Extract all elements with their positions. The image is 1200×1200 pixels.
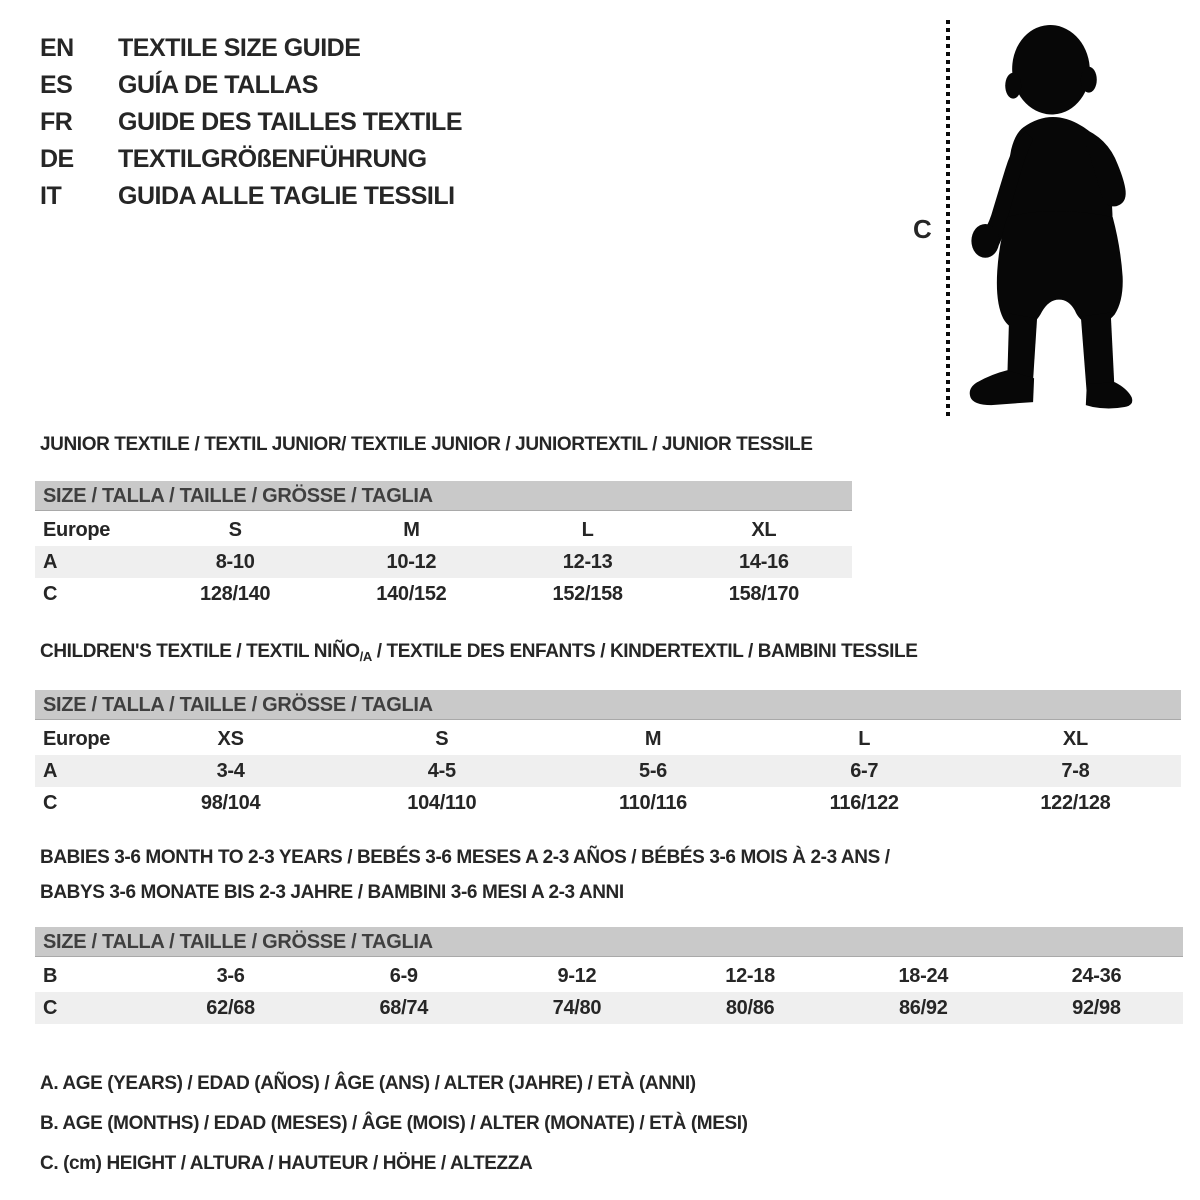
children-size-table: SIZE / TALLA / TAILLE / GRÖSSE / TAGLIA … xyxy=(35,690,1181,819)
children-section-title: CHILDREN'S TEXTILE / TEXTIL NIÑO/A / TEX… xyxy=(40,641,918,664)
size-cell: XS xyxy=(217,727,244,750)
language-row-it: IT GUIDA ALLE TAGLIE TESSILI xyxy=(40,178,462,215)
language-code: IT xyxy=(40,182,62,210)
size-header-bar: SIZE / TALLA / TAILLE / GRÖSSE / TAGLIA xyxy=(35,927,1183,957)
size-cell: M xyxy=(644,727,662,750)
legend-height-cm: C. (cm) HEIGHT / ALTURA / HAUTEUR / HÖHE… xyxy=(40,1153,533,1174)
babies-table-rows: B 3-6 6-9 9-12 12-18 18-24 24-36 C 62/68… xyxy=(35,960,1183,1024)
size-cell: S xyxy=(228,518,242,541)
months-cell: 18-24 xyxy=(898,964,949,987)
height-cell: 128/140 xyxy=(200,582,271,605)
size-header-bar: SIZE / TALLA / TAILLE / GRÖSSE / TAGLIA xyxy=(35,481,852,511)
language-row-es: ES GUÍA DE TALLAS xyxy=(40,67,462,104)
guide-title-it: GUIDA ALLE TAGLIE TESSILI xyxy=(118,182,455,210)
age-cell: 6-7 xyxy=(850,759,879,782)
size-header-bar: SIZE / TALLA / TAILLE / GRÖSSE / TAGLIA xyxy=(35,690,1181,720)
junior-section-title: JUNIOR TEXTILE / TEXTIL JUNIOR/ TEXTILE … xyxy=(40,434,813,455)
babies-size-table: SIZE / TALLA / TAILLE / GRÖSSE / TAGLIA … xyxy=(35,927,1183,1024)
table-row-height: C 62/68 68/74 74/80 80/86 86/92 92/98 xyxy=(35,992,1183,1024)
language-row-en: EN TEXTILE SIZE GUIDE xyxy=(40,30,462,67)
legend-age-months: B. AGE (MONTHS) / EDAD (MESES) / ÂGE (MO… xyxy=(40,1113,748,1134)
guide-title-es: GUÍA DE TALLAS xyxy=(118,71,318,99)
age-cell: 5-6 xyxy=(639,759,668,782)
row-label: A xyxy=(43,550,58,573)
size-cell: M xyxy=(403,518,420,541)
height-cell: 104/110 xyxy=(407,791,477,814)
children-title-main: CHILDREN'S TEXTILE / TEXTIL NIÑO xyxy=(40,641,360,662)
height-cell: 122/128 xyxy=(1040,791,1111,814)
height-dashed-line xyxy=(946,20,950,416)
months-cell: 6-9 xyxy=(389,964,418,987)
height-cell: 110/116 xyxy=(619,791,687,814)
age-cell: 3-4 xyxy=(216,759,245,782)
height-cell: 158/170 xyxy=(728,582,800,605)
toddler-silhouette-image xyxy=(969,25,1133,409)
legend-age-years: A. AGE (YEARS) / EDAD (AÑOS) / ÂGE (ANS)… xyxy=(40,1073,696,1094)
height-cell: 98/104 xyxy=(200,791,261,814)
age-cell: 8-10 xyxy=(215,550,255,573)
height-cell: 80/86 xyxy=(725,996,775,1019)
guide-title-en: TEXTILE SIZE GUIDE xyxy=(118,34,361,62)
babies-title-line2: BABYS 3-6 MONATE BIS 2-3 JAHRE / BAMBINI… xyxy=(40,882,624,903)
row-label: Europe xyxy=(43,518,111,541)
table-row-height: C 98/104 104/110 110/116 116/122 122/128 xyxy=(35,787,1181,819)
language-row-de: DE TEXTILGRÖßENFÜHRUNG xyxy=(40,141,462,178)
height-cell: 140/152 xyxy=(376,582,447,605)
size-cell: XL xyxy=(1062,727,1088,750)
children-table-rows: Europe XS S M L XL A 3-4 4-5 5-6 6-7 7-8… xyxy=(35,723,1181,819)
babies-section-title: BABIES 3-6 MONTH TO 2-3 YEARS / BEBÉS 3-… xyxy=(40,840,890,910)
size-cell: L xyxy=(858,727,871,750)
row-label: C xyxy=(43,996,58,1019)
height-cell: 68/74 xyxy=(379,996,429,1019)
age-cell: 14-16 xyxy=(739,550,789,573)
size-cell: S xyxy=(435,727,449,750)
guide-title-fr: GUIDE DES TAILLES TEXTILE xyxy=(118,108,463,136)
height-cell: 116/122 xyxy=(829,791,899,814)
months-cell: 9-12 xyxy=(557,964,597,987)
junior-table-rows: Europe S M L XL A 8-10 10-12 12-13 14-16… xyxy=(35,514,852,610)
measure-legend: A. AGE (YEARS) / EDAD (AÑOS) / ÂGE (ANS)… xyxy=(40,1064,748,1184)
row-label: C xyxy=(43,582,58,605)
children-title-subscript: /A xyxy=(359,649,373,664)
table-row-age: A 3-4 4-5 5-6 6-7 7-8 xyxy=(35,755,1181,787)
months-cell: 12-18 xyxy=(725,964,775,987)
junior-size-table: SIZE / TALLA / TAILLE / GRÖSSE / TAGLIA … xyxy=(35,481,852,610)
height-cell: 74/80 xyxy=(552,996,602,1019)
months-cell: 3-6 xyxy=(216,964,245,987)
height-cell: 86/92 xyxy=(898,996,948,1019)
age-cell: 4-5 xyxy=(427,759,456,782)
height-cell: 62/68 xyxy=(206,996,255,1019)
height-cell: 92/98 xyxy=(1072,996,1121,1019)
language-code: EN xyxy=(40,34,74,62)
table-row-height: C 128/140 140/152 152/158 158/170 xyxy=(35,578,852,610)
row-label: Europe xyxy=(43,727,111,750)
language-code: ES xyxy=(40,71,73,99)
language-title-list: EN TEXTILE SIZE GUIDE ES GUÍA DE TALLAS … xyxy=(40,30,463,215)
table-row-months: B 3-6 6-9 9-12 12-18 18-24 24-36 xyxy=(35,960,1183,992)
language-row-fr: FR GUIDE DES TAILLES TEXTILE xyxy=(40,104,463,141)
size-cell: L xyxy=(581,518,594,541)
language-code: DE xyxy=(40,145,74,173)
height-measure-label: C xyxy=(913,214,932,244)
height-cell: 152/158 xyxy=(552,582,624,605)
row-label: C xyxy=(43,791,58,814)
babies-title-line1: BABIES 3-6 MONTH TO 2-3 YEARS / BEBÉS 3-… xyxy=(40,847,890,868)
size-cell: XL xyxy=(751,518,777,541)
age-cell: 12-13 xyxy=(562,550,613,573)
row-label: B xyxy=(43,964,58,987)
language-code: FR xyxy=(40,108,73,136)
table-row-europe: Europe S M L XL xyxy=(35,514,852,546)
guide-title-de: TEXTILGRÖßENFÜHRUNG xyxy=(118,145,427,173)
row-label: A xyxy=(43,759,58,782)
age-cell: 10-12 xyxy=(386,550,437,573)
months-cell: 24-36 xyxy=(1071,964,1122,987)
table-row-europe: Europe XS S M L XL xyxy=(35,723,1181,755)
age-cell: 7-8 xyxy=(1061,759,1090,782)
table-row-age: A 8-10 10-12 12-13 14-16 xyxy=(35,546,852,578)
children-title-rest: / TEXTILE DES ENFANTS / KINDERTEXTIL / B… xyxy=(371,641,918,662)
